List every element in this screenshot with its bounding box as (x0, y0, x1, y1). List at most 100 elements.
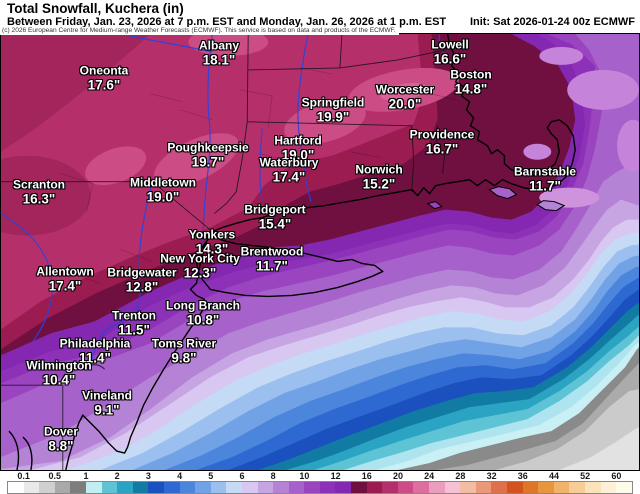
city-snowfall-value: 17.4" (48, 278, 82, 293)
city-label: Waterbury 17.4" (259, 155, 319, 184)
city-name: Boston (450, 67, 492, 82)
colorbar-segment (569, 482, 585, 493)
colorbar-tick-label: 4 (177, 471, 183, 481)
model-init-time: Init: Sat 2026-01-24 00z ECMWF (469, 16, 635, 28)
city-snowfall-value: 16.7" (425, 141, 459, 156)
logo-text-post: tal weather (461, 467, 636, 471)
city-label: Lowell 16.6" (431, 37, 469, 66)
city-name: Albany (198, 38, 240, 53)
city-snowfall-value: 16.3" (22, 191, 56, 206)
city-name: Poughkeepsie (167, 140, 249, 155)
city-snowfall-value: 19.0" (281, 147, 315, 162)
colorbar-tick-label: 36 (517, 471, 528, 481)
colorbar-tick-label: 52 (580, 471, 591, 481)
colorbar-segment (8, 482, 24, 493)
city-label: Allentown 17.4" (36, 264, 94, 293)
city-name: Long Branch (166, 298, 240, 313)
snowfall-color-scale: 0.1 0.5 1 2 3 4 5 6 8 10 12 16 20 24 28 32 36 44 52 60 (0, 471, 640, 494)
colorbar-segment (538, 482, 554, 493)
colorbar-segment (397, 482, 414, 493)
city-label: Providence 16.7" (409, 127, 475, 156)
city-snowfall-value: 11.7" (256, 258, 288, 273)
city-name: Dover (43, 424, 79, 439)
city-label: Barnstable 11.7" (513, 164, 577, 193)
city-snowfall-value: 19.0" (146, 189, 180, 204)
city-label: Brentwood 11.7" (241, 245, 304, 273)
city-name: Toms River (151, 336, 217, 351)
city-label: Dover 8.8" (43, 424, 79, 453)
city-label: Worcester 20.0" (375, 82, 435, 111)
colorbar-segment (241, 482, 258, 493)
city-snowfall-value: 17.4" (272, 169, 306, 184)
colorbar-tick-label: 60 (611, 471, 622, 481)
city-name: Lowell (431, 37, 469, 52)
colorbar-segment (179, 482, 196, 493)
colorbar-segment (101, 482, 118, 493)
city-snowfall-value: 16.6" (433, 51, 467, 66)
logo-text-pre: piv (393, 467, 439, 471)
colorbar-segment (351, 482, 367, 493)
map-title: Total Snowfall, Kuchera (in) (7, 1, 184, 16)
city-name: Vineland (82, 388, 132, 403)
colorbar-segment (491, 482, 507, 493)
colorbar-segment (304, 482, 320, 493)
colorbar-segment (460, 482, 476, 493)
colorbar-tick-label: 0.1 (17, 471, 30, 481)
state-borders (1, 34, 446, 470)
colorbar-segment (335, 482, 352, 493)
city-name: Worcester (375, 82, 435, 97)
city-snowfall-value: 19.7" (191, 154, 225, 169)
colorbar-tick-label: 2 (114, 471, 120, 481)
city-name: Allentown (36, 264, 94, 279)
dark-crimson-patches (1, 34, 151, 236)
city-name: Philadelphia (59, 336, 131, 351)
colorbar-segment (366, 482, 383, 493)
gear-icon: ⚙ (439, 469, 461, 470)
colorbar-tick-label: 12 (330, 471, 341, 481)
city-label: New York City 12.3" (160, 251, 240, 280)
colorbar-segment (600, 482, 617, 493)
colorbar-segment (210, 482, 227, 493)
city-label: Bridgewater 12.8" (107, 265, 177, 294)
snowfall-map: Albany 18.1" Oneonta 17.6" Lowell 16.6" Boston… (0, 33, 640, 471)
city-name: Bridgewater (107, 265, 177, 280)
city-snowfall-value: 12.8" (125, 279, 159, 294)
city-label: Albany 18.1" (198, 38, 240, 67)
city-name: Barnstable (513, 164, 577, 179)
city-snowfall-value: 19.9" (316, 109, 350, 124)
colorbar-segment (195, 482, 211, 493)
city-label: Oneonta 17.6" (79, 63, 129, 92)
city-name: Wilmington (26, 358, 92, 373)
city-snowfall-value: 11.7" (529, 178, 561, 193)
colorbar-tick-label: 5 (208, 471, 214, 481)
city-snowfall-value: 17.6" (87, 77, 121, 92)
colorbar-segment (132, 482, 149, 493)
city-snowfall-value: 14.8" (454, 81, 488, 96)
colorbar-tick-label: 16 (361, 471, 372, 481)
city-snowfall-value: 11.5" (118, 322, 150, 337)
colorbar-segment (382, 482, 398, 493)
colorbar-segment (39, 482, 55, 493)
city-label: Poughkeepsie 19.7" (167, 140, 249, 169)
colorbar-segment (23, 482, 40, 493)
colorbar-segment (273, 482, 289, 493)
city-snowfall-value: 10.8" (186, 312, 220, 327)
city-name: Oneonta (79, 63, 129, 78)
colorbar-segment (429, 482, 445, 493)
city-snowfall-value: 8.8" (48, 438, 74, 453)
city-snowfall-value: 20.0" (388, 96, 422, 111)
colorbar-segment (444, 482, 461, 493)
city-label: Hartford 19.0" (274, 134, 321, 162)
colorbar-tick-label: 10 (299, 471, 310, 481)
city-label: Wilmington 10.4" (26, 358, 92, 387)
colorbar-tick-label: 32 (486, 471, 497, 481)
colorbar-segment (148, 482, 164, 493)
city-name: Providence (409, 127, 475, 142)
city-name: Bridgeport (244, 202, 306, 217)
city-name: Waterbury (259, 155, 319, 170)
city-label: Yonkers 14.3" (189, 228, 235, 256)
colorbar-segment (616, 482, 632, 493)
city-name: New York City (160, 251, 240, 266)
city-label: Toms River 9.8" (151, 336, 217, 365)
